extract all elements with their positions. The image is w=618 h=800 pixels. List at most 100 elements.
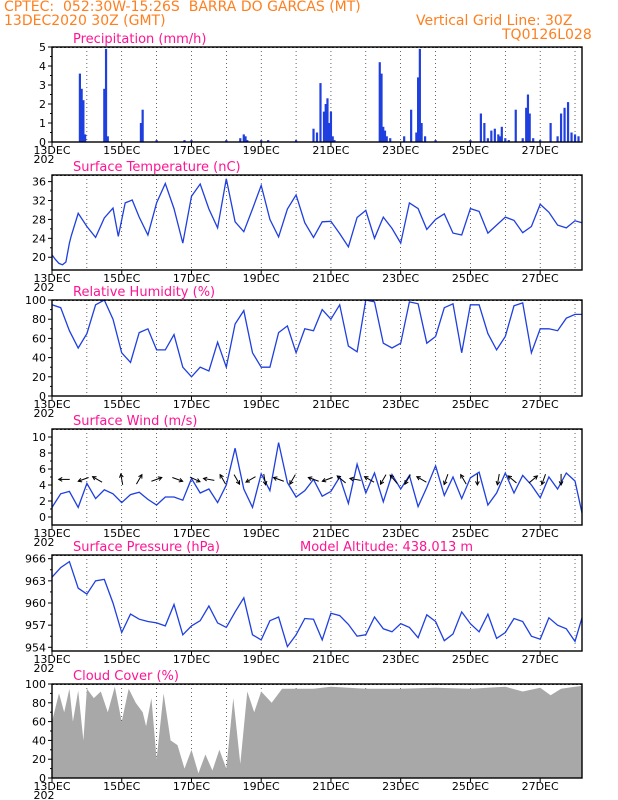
wind-arrow <box>528 475 538 484</box>
precip-bar <box>559 113 563 142</box>
precip-bar <box>486 138 489 142</box>
x-tick-label: 17DEC <box>173 398 210 411</box>
precip-bar <box>294 140 298 142</box>
precip-bar <box>556 136 559 142</box>
x-tick-label: 27DEC <box>522 144 559 157</box>
wind-arrow-head <box>219 473 224 479</box>
pres-title: Surface Pressure (hPa) <box>73 540 220 555</box>
wind-arrow-head <box>138 473 143 479</box>
wind-arrow-head <box>558 481 564 486</box>
x-tick-label: 17DEC <box>173 527 210 540</box>
x-year-stub: 202 <box>34 153 55 166</box>
wind-arrow-head <box>348 476 354 482</box>
y-tick-label: 957 <box>25 619 46 632</box>
y-tick-label: 0 <box>39 136 46 149</box>
x-tick-label: 25DEC <box>452 272 489 285</box>
wind-arrow-head <box>272 476 278 481</box>
wind-arrow-head <box>178 477 184 483</box>
y-tick-label: 0 <box>39 772 46 785</box>
precip-bar <box>183 140 186 142</box>
x-year-stub: 202 <box>34 407 55 420</box>
x-tick-label: 15DEC <box>103 527 140 540</box>
precip-bar <box>563 107 566 142</box>
wind-arrow <box>404 474 411 485</box>
wind-arrow-head <box>307 476 313 481</box>
precip-bar <box>328 123 331 142</box>
precip-bar <box>483 123 486 142</box>
x-year-stub: 202 <box>34 281 55 294</box>
y-tick-label: 20 <box>32 371 46 384</box>
precip-bar <box>324 104 327 142</box>
wind-arrow <box>203 477 215 481</box>
y-tick-label: 4 <box>39 479 46 492</box>
x-tick-label: 25DEC <box>452 144 489 157</box>
precip-bar <box>312 128 315 142</box>
x-tick-label: 23DEC <box>382 272 419 285</box>
y-tick-label: 10 <box>32 431 46 444</box>
precip-bar <box>331 136 334 142</box>
wind-arrow-head <box>245 478 250 483</box>
y-tick-label: 80 <box>32 697 46 710</box>
x-tick-label: 15DEC <box>103 653 140 666</box>
precip-bar <box>155 140 158 142</box>
wind-arrow <box>219 474 227 485</box>
precip-bar <box>104 48 108 142</box>
precip-bar <box>490 130 493 142</box>
y-tick-label: 963 <box>25 575 46 588</box>
wind-arrow <box>443 474 449 485</box>
precip-bar <box>410 109 413 142</box>
forecast-date: 13DEC2020 30Z (GMT) <box>4 13 166 29</box>
precip-bar <box>333 140 336 142</box>
x-tick-label: 19DEC <box>243 398 280 411</box>
x-tick-label: 27DEC <box>522 398 559 411</box>
precip-bar <box>570 132 573 142</box>
precip-bar <box>84 134 87 142</box>
y-tick-label: 960 <box>25 597 46 610</box>
y-tick-label: 100 <box>25 678 46 691</box>
precip-bar <box>525 107 528 142</box>
x-tick-label: 23DEC <box>382 780 419 793</box>
wind-arrow-head <box>495 480 501 486</box>
wind-arrow-head <box>533 475 539 480</box>
wind-arrow-head <box>475 481 480 486</box>
wind-arrow-head <box>379 480 385 486</box>
pres-series-line <box>51 560 583 649</box>
precip-bar <box>82 100 85 142</box>
y-tick-label: 32 <box>32 195 46 208</box>
precip-bar <box>514 109 517 142</box>
precip-panel-frame <box>51 46 583 143</box>
precip-bar <box>418 48 421 142</box>
x-tick-label: 19DEC <box>243 272 280 285</box>
wind-arrow-head <box>77 477 83 483</box>
precip-bar <box>326 98 329 142</box>
y-tick-label: 36 <box>32 176 46 189</box>
precip-bar <box>389 138 392 142</box>
temp-series-line <box>51 178 583 266</box>
wind-arrow <box>416 476 427 483</box>
vertical-grid-note: Vertical Grid Line: 30Z <box>416 13 573 29</box>
y-tick-label: 3 <box>39 79 46 92</box>
precip-bar <box>423 136 427 142</box>
y-tick-label: 2 <box>39 495 46 508</box>
x-tick-label: 27DEC <box>522 653 559 666</box>
x-tick-label: 19DEC <box>243 144 280 157</box>
wind-arrow <box>120 473 124 485</box>
precip-bar <box>479 113 482 142</box>
x-tick-label: 27DEC <box>522 272 559 285</box>
wind-arrow <box>507 475 517 484</box>
wind-arrow-head <box>119 472 124 478</box>
y-tick-label: 40 <box>32 352 46 365</box>
y-tick-label: 6 <box>39 463 46 476</box>
wind-arrow-head <box>91 476 97 481</box>
x-tick-label: 19DEC <box>243 780 280 793</box>
wind-arrow-head <box>389 474 395 480</box>
y-tick-label: 0 <box>39 511 46 524</box>
precip-bar <box>577 136 580 142</box>
precip-bar <box>378 62 381 143</box>
x-tick-label: 17DEC <box>173 653 210 666</box>
precip-bar <box>80 88 83 142</box>
x-tick-label: 25DEC <box>452 398 489 411</box>
x-tick-label: 25DEC <box>452 780 489 793</box>
precip-bar <box>532 138 535 142</box>
